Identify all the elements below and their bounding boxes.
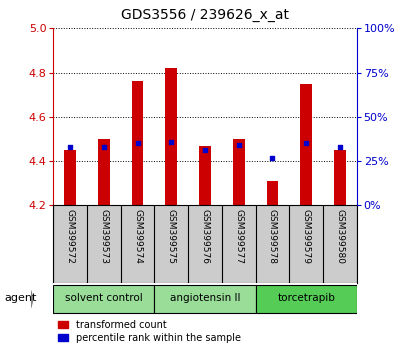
Bar — [165, 68, 177, 205]
Bar — [64, 150, 76, 205]
Text: GSM399579: GSM399579 — [301, 209, 310, 264]
Bar — [266, 181, 278, 205]
Point — [201, 148, 208, 153]
Bar — [53, 285, 154, 314]
Text: angiotensin II: angiotensin II — [169, 293, 240, 303]
Text: GSM399578: GSM399578 — [267, 209, 276, 264]
Bar — [333, 150, 345, 205]
Legend: transformed count, percentile rank within the sample: transformed count, percentile rank withi… — [58, 320, 240, 343]
Polygon shape — [31, 290, 33, 308]
Point — [168, 139, 174, 144]
Text: GSM399580: GSM399580 — [335, 209, 344, 264]
Bar — [255, 285, 356, 314]
Point — [67, 144, 73, 150]
Text: GSM399576: GSM399576 — [200, 209, 209, 264]
Text: GSM399577: GSM399577 — [234, 209, 243, 264]
Point — [302, 141, 309, 146]
Point — [134, 141, 141, 146]
Text: torcetrapib: torcetrapib — [276, 293, 334, 303]
Text: GDS3556 / 239626_x_at: GDS3556 / 239626_x_at — [121, 8, 288, 23]
Text: GSM399575: GSM399575 — [166, 209, 175, 264]
Point — [235, 142, 241, 148]
Bar — [131, 81, 143, 205]
Bar — [199, 145, 210, 205]
Text: GSM399572: GSM399572 — [65, 209, 74, 264]
Bar — [98, 139, 110, 205]
Bar — [232, 139, 244, 205]
Text: GSM399573: GSM399573 — [99, 209, 108, 264]
Point — [336, 144, 342, 150]
Text: GSM399574: GSM399574 — [133, 209, 142, 264]
Text: agent: agent — [4, 293, 36, 303]
Point — [100, 144, 107, 150]
Bar — [154, 285, 255, 314]
Text: solvent control: solvent control — [65, 293, 142, 303]
Bar — [299, 84, 311, 205]
Point — [268, 155, 275, 160]
